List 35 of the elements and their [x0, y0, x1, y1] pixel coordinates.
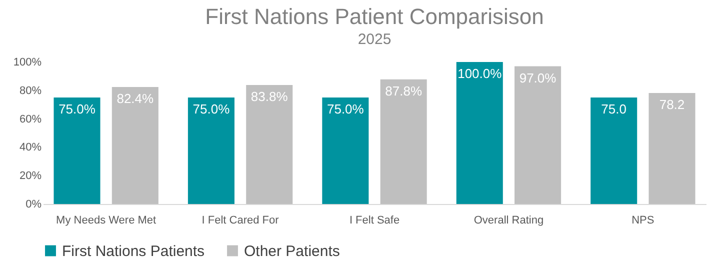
y-tick-label: 60%	[19, 113, 42, 126]
data-label: 75.0%	[58, 102, 96, 116]
data-label: 75.0%	[326, 102, 364, 116]
y-tick-label: 40%	[19, 142, 42, 154]
x-tick-label: My Needs Were Met	[56, 214, 156, 226]
y-tick-label: 80%	[19, 84, 42, 97]
bar	[590, 98, 638, 204]
bar	[322, 98, 369, 204]
y-tick-label: 0%	[26, 198, 42, 210]
y-tick-label: 20%	[19, 170, 42, 182]
bar	[514, 66, 562, 204]
x-tick-label: Overall Rating	[474, 214, 544, 226]
bar	[648, 92, 696, 204]
chart-title: First Nations Patient Comparisison	[205, 4, 544, 29]
bar	[380, 79, 427, 204]
data-label: 83.8%	[250, 89, 288, 104]
y-tick-label: 100%	[13, 56, 42, 68]
x-tick-label: NPS	[632, 214, 654, 226]
bar	[112, 86, 158, 204]
x-tick-label: I Felt Cared For	[202, 214, 280, 226]
legend-label: First Nations Patients	[62, 242, 205, 260]
data-label: 100.0%	[458, 66, 502, 81]
data-label: 75.0	[601, 102, 626, 116]
data-label: 78.2	[659, 96, 685, 112]
legend-label: Other Patients	[244, 242, 340, 260]
data-label: 87.8%	[385, 83, 422, 98]
bar	[54, 98, 100, 204]
bar	[456, 62, 503, 204]
data-label: 75.0%	[192, 102, 230, 116]
x-tick-label: I Felt Safe	[349, 214, 400, 226]
data-label: 97.0%	[519, 70, 557, 86]
bar	[188, 98, 234, 204]
data-label: 82.4%	[116, 90, 154, 106]
bar	[246, 85, 293, 204]
chart-subtitle: 2025	[358, 31, 392, 48]
